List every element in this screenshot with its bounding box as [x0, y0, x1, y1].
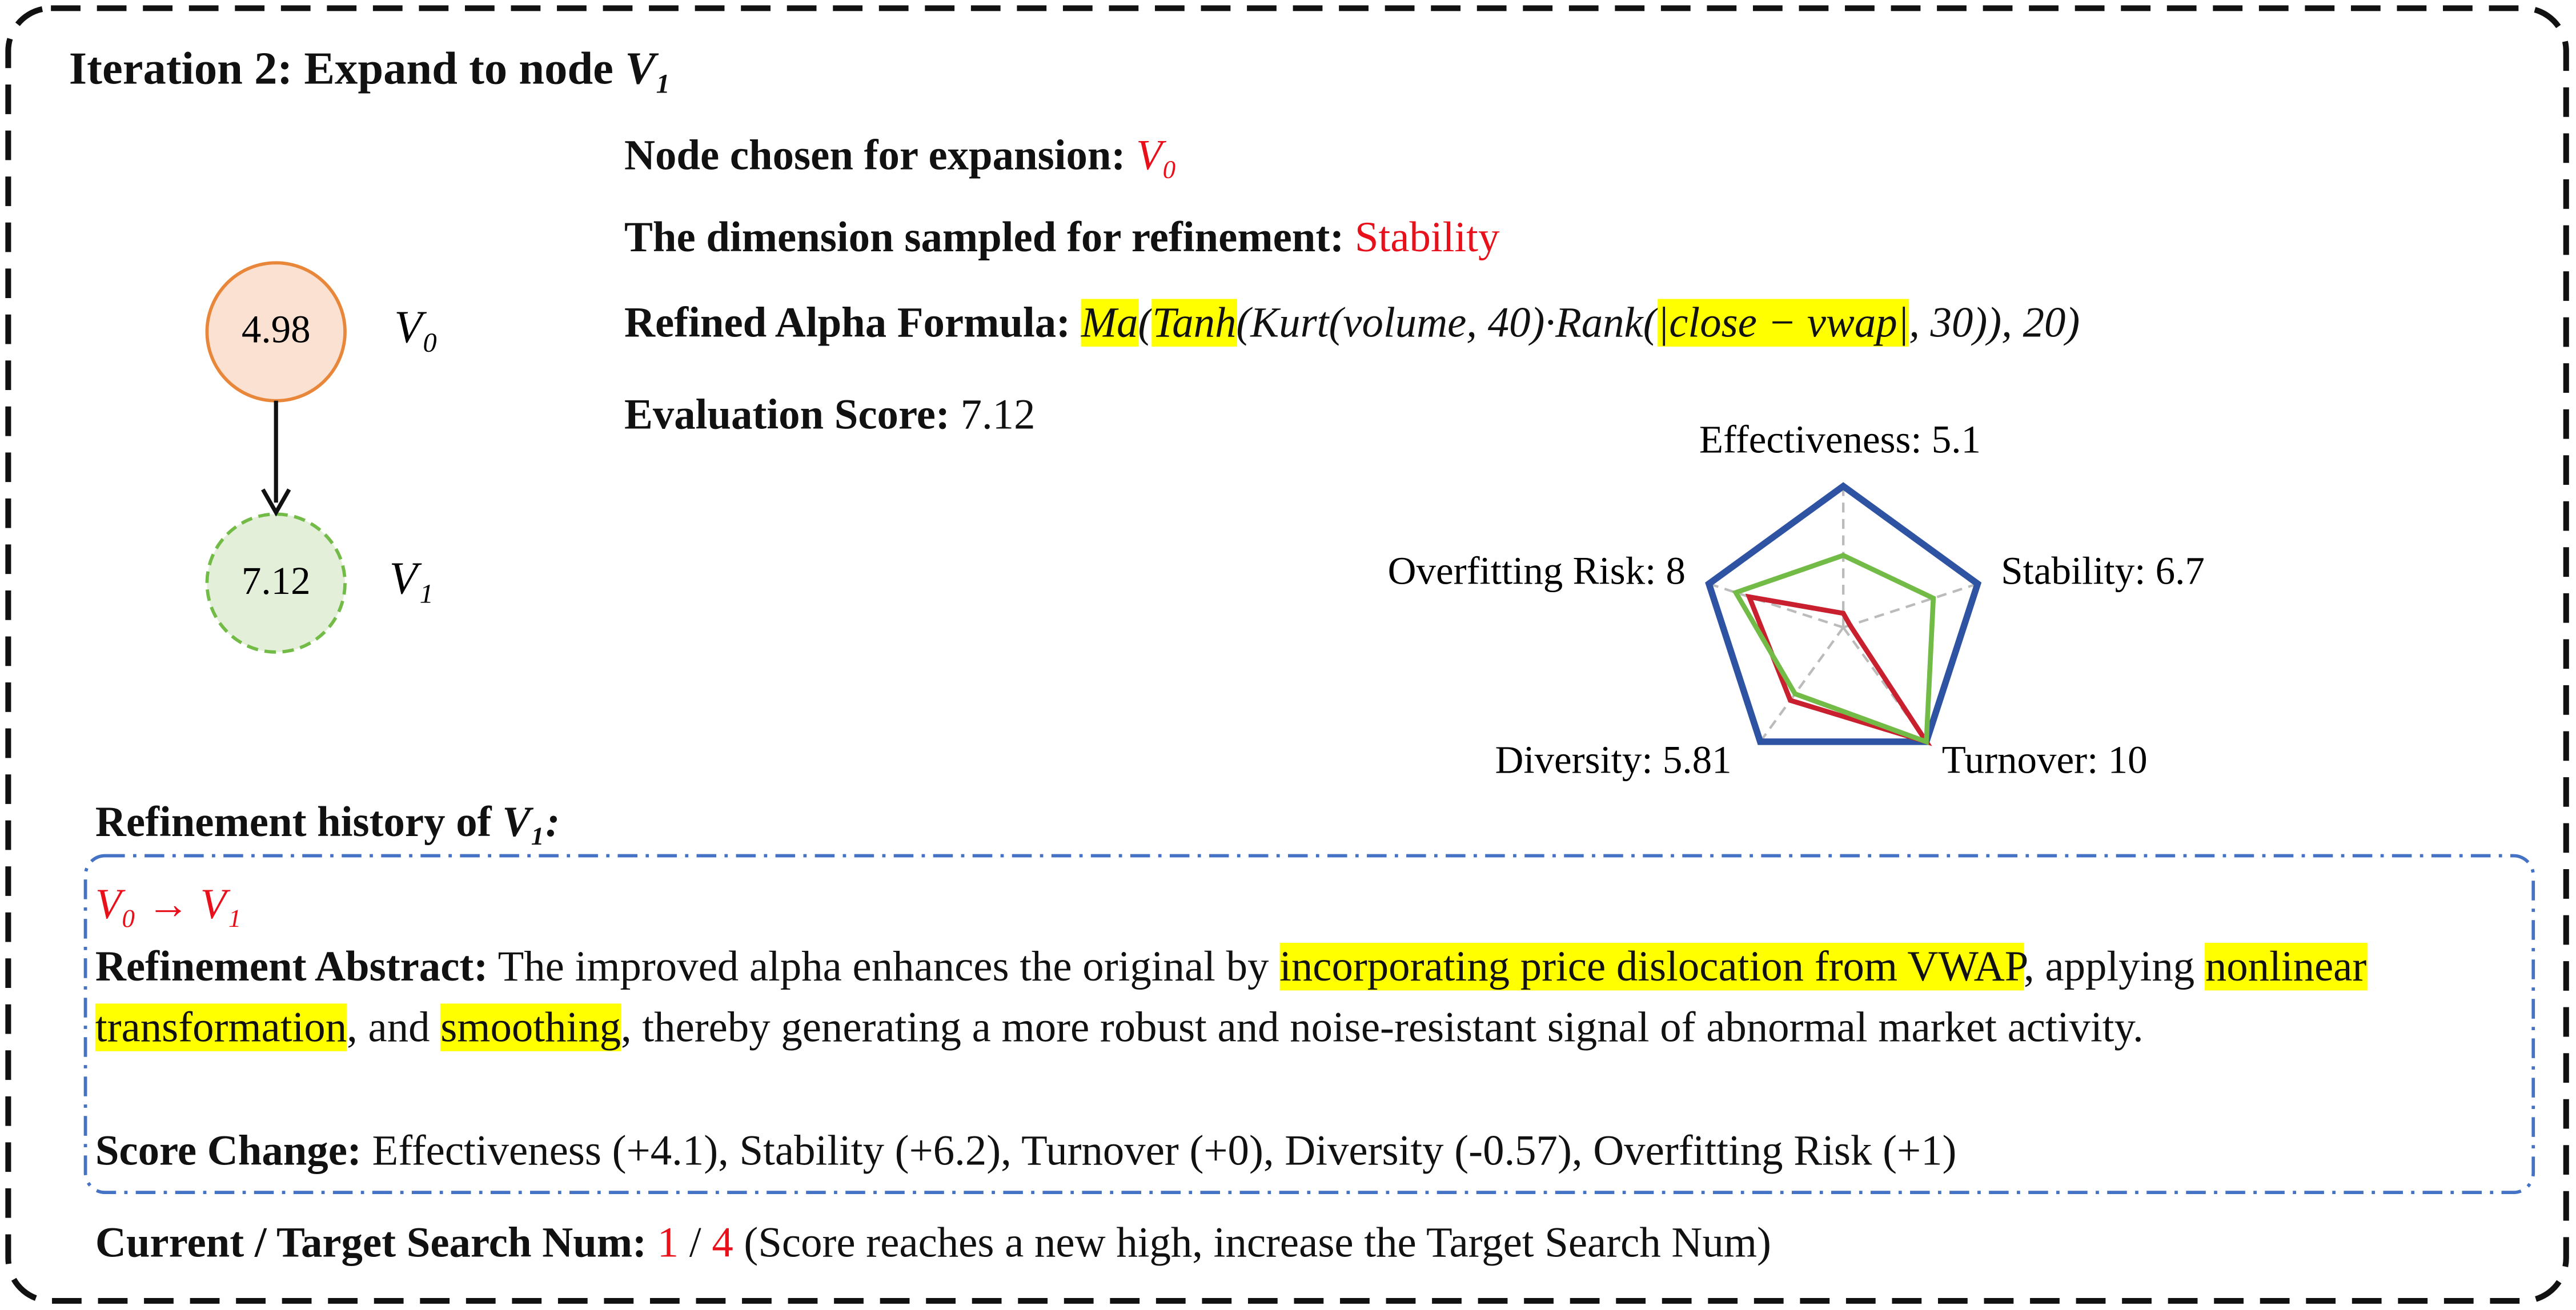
formula-part: (	[1138, 299, 1153, 347]
formula-part: (Kurt(volume, 40)·Rank(	[1236, 299, 1658, 347]
axis-label: Overfitting Risk: 8	[1388, 549, 1686, 593]
formula-part: Tanh	[1152, 299, 1237, 347]
info-value: 7.12	[960, 391, 1036, 439]
abstract: Refinement Abstract: The improved alpha …	[95, 936, 2510, 1058]
history-title-text: Refinement history of	[95, 798, 492, 846]
info-label: Node chosen for expansion:	[624, 131, 1126, 179]
radar-series	[1705, 482, 1982, 745]
abstract-part: , and	[347, 1003, 441, 1051]
info-line: The dimension sampled for refinement: St…	[624, 214, 1499, 263]
history-title-node: V₁:	[502, 798, 560, 846]
radar-chart: Effectiveness: 5.1 Stability: 6.7 Turnover: 1…	[1388, 417, 2205, 781]
outer-border	[5, 5, 2569, 1304]
info-line: Evaluation Score: 7.12	[624, 391, 1035, 440]
title-text: Iteration 2: Expand to node	[69, 44, 613, 95]
radar-spoke	[1708, 582, 1844, 629]
info-label: Refined Alpha Formula:	[624, 299, 1071, 347]
node-label: V₁	[390, 553, 434, 604]
axis-value: 10	[2108, 737, 2148, 781]
abstract-part: incorporating price dislocation from VWA…	[1279, 942, 2024, 991]
node-circle	[205, 512, 347, 654]
axis-label: Turnover: 10	[1942, 737, 2148, 781]
abstract-label: Refinement Abstract:	[95, 942, 488, 991]
info-value: V₀	[1136, 131, 1177, 179]
info-line: Node chosen for expansion: V₀	[624, 131, 1177, 180]
formula-part: , 30)), 20)	[1909, 299, 2080, 347]
info-value: Stability	[1354, 213, 1500, 262]
axis-label: Stability: 6.7	[2001, 549, 2205, 593]
footer: Current / Target Search Num: 1 / 4 (Scor…	[95, 1219, 1771, 1268]
abstract-part: The improved alpha enhances the original…	[497, 942, 1280, 991]
history-step: V₀ → V₁	[95, 880, 242, 929]
current-num: 1	[657, 1219, 679, 1267]
abstract-part: smoothing	[440, 1003, 621, 1051]
formula-part: Ma	[1081, 299, 1138, 347]
radar-series	[1732, 552, 1936, 745]
history-box	[83, 854, 2535, 1195]
axis-value: 6.7	[2156, 549, 2205, 593]
target-num: 4	[712, 1219, 733, 1267]
axis-value: 5.1	[1932, 417, 1981, 461]
radar-series	[1745, 593, 1932, 746]
axis-label: Effectiveness: 5.1	[1699, 417, 1981, 461]
score-change: Score Change: Effectiveness (+4.1), Stab…	[95, 1127, 1957, 1176]
abstract-part: , applying	[2024, 942, 2205, 991]
arrow-head	[261, 488, 291, 517]
axis-name: Diversity:	[1495, 737, 1653, 781]
footer-label: Current / Target Search Num:	[95, 1219, 647, 1267]
axis-label: Diversity: 5.81	[1495, 737, 1732, 781]
radar-spoke	[1843, 582, 1979, 629]
separator: /	[689, 1219, 701, 1267]
node-score: 7.12	[242, 558, 311, 602]
footer-note: (Score reaches a new high, increase the …	[744, 1219, 1771, 1267]
info-label: The dimension sampled for refinement:	[624, 213, 1345, 262]
info-label: Evaluation Score:	[624, 391, 950, 439]
abstract-part: , thereby generating a more robust and n…	[621, 1003, 2144, 1051]
node-label: V₀	[394, 302, 438, 352]
axis-name: Effectiveness:	[1699, 417, 1922, 461]
axis-name: Stability:	[2001, 549, 2145, 593]
node-score: 4.98	[242, 307, 311, 351]
axis-name: Overfitting Risk:	[1388, 549, 1656, 593]
title: Iteration 2: Expand to node V₁	[69, 44, 672, 95]
radar-spoke	[1759, 626, 1844, 743]
axis-value: 8	[1666, 549, 1686, 593]
score-change-text: Effectiveness (+4.1), Stability (+6.2), …	[372, 1127, 1957, 1175]
axis-value: 5.81	[1663, 737, 1732, 781]
score-change-label: Score Change:	[95, 1127, 362, 1175]
formula: Ma(Tanh(Kurt(volume, 40)·Rank(|close − v…	[1081, 299, 2080, 347]
history-title: Refinement history of V₁:	[95, 798, 560, 847]
axis-name: Turnover:	[1942, 737, 2098, 781]
title-node: V₁	[625, 44, 672, 95]
formula-part: |close − vwap|	[1657, 299, 1909, 347]
info-line: Refined Alpha Formula: Ma(Tanh(Kurt(volu…	[624, 299, 2080, 348]
